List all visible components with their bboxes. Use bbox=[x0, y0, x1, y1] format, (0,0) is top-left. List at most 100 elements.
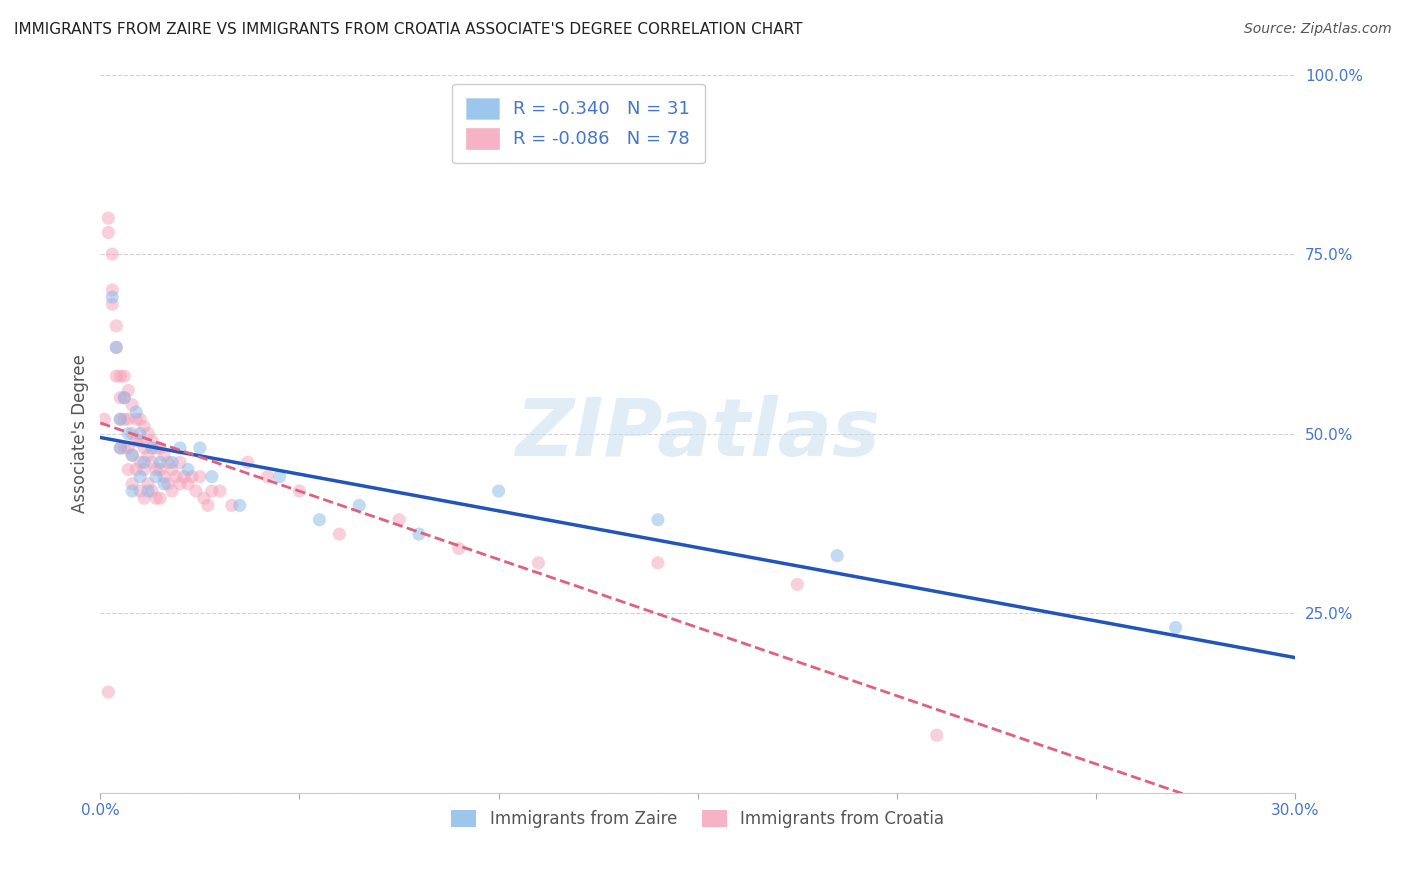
Point bbox=[141, 483, 163, 498]
Point bbox=[141, 441, 163, 455]
Point bbox=[121, 448, 143, 462]
Point bbox=[208, 483, 231, 498]
Point bbox=[136, 448, 159, 462]
Point bbox=[149, 441, 172, 455]
Point bbox=[117, 462, 139, 476]
Point bbox=[181, 469, 204, 483]
Point bbox=[193, 491, 215, 506]
Point bbox=[97, 226, 120, 240]
Point bbox=[925, 728, 948, 742]
Point bbox=[101, 297, 124, 311]
Point bbox=[160, 462, 183, 476]
Point bbox=[188, 441, 211, 455]
Point bbox=[129, 434, 152, 448]
Text: IMMIGRANTS FROM ZAIRE VS IMMIGRANTS FROM CROATIA ASSOCIATE'S DEGREE CORRELATION : IMMIGRANTS FROM ZAIRE VS IMMIGRANTS FROM… bbox=[14, 22, 803, 37]
Point bbox=[125, 412, 148, 426]
Point bbox=[125, 462, 148, 476]
Point bbox=[825, 549, 848, 563]
Point bbox=[153, 448, 176, 462]
Point bbox=[527, 556, 550, 570]
Point bbox=[169, 441, 191, 455]
Point bbox=[169, 476, 191, 491]
Point bbox=[129, 426, 152, 441]
Point bbox=[125, 434, 148, 448]
Point bbox=[105, 318, 128, 333]
Point bbox=[136, 476, 159, 491]
Point bbox=[786, 577, 808, 591]
Point bbox=[129, 412, 152, 426]
Point bbox=[165, 469, 187, 483]
Point bbox=[134, 441, 156, 455]
Point bbox=[105, 369, 128, 384]
Point bbox=[112, 412, 135, 426]
Point bbox=[101, 283, 124, 297]
Point bbox=[153, 476, 176, 491]
Point bbox=[1164, 620, 1187, 634]
Point bbox=[408, 527, 430, 541]
Point bbox=[110, 391, 132, 405]
Point bbox=[125, 405, 148, 419]
Point bbox=[110, 441, 132, 455]
Legend: Immigrants from Zaire, Immigrants from Croatia: Immigrants from Zaire, Immigrants from C… bbox=[444, 803, 950, 835]
Point bbox=[236, 455, 259, 469]
Point bbox=[229, 499, 252, 513]
Point bbox=[647, 556, 669, 570]
Point bbox=[328, 527, 350, 541]
Point bbox=[117, 384, 139, 398]
Point bbox=[121, 426, 143, 441]
Point bbox=[647, 513, 669, 527]
Point bbox=[141, 434, 163, 448]
Point bbox=[160, 455, 183, 469]
Point bbox=[117, 441, 139, 455]
Point bbox=[121, 483, 143, 498]
Point bbox=[110, 441, 132, 455]
Point bbox=[145, 441, 167, 455]
Point bbox=[121, 398, 143, 412]
Point bbox=[145, 469, 167, 483]
Point bbox=[129, 455, 152, 469]
Point bbox=[136, 426, 159, 441]
Point bbox=[288, 483, 311, 498]
Point bbox=[129, 469, 152, 483]
Point bbox=[201, 483, 224, 498]
Y-axis label: Associate's Degree: Associate's Degree bbox=[72, 354, 89, 513]
Point bbox=[160, 483, 183, 498]
Point bbox=[269, 469, 291, 483]
Point bbox=[97, 685, 120, 699]
Point bbox=[134, 462, 156, 476]
Point bbox=[134, 491, 156, 506]
Point bbox=[112, 441, 135, 455]
Point bbox=[101, 247, 124, 261]
Point bbox=[149, 491, 172, 506]
Point bbox=[121, 448, 143, 462]
Point bbox=[184, 483, 207, 498]
Point bbox=[110, 412, 132, 426]
Point bbox=[117, 426, 139, 441]
Point bbox=[110, 369, 132, 384]
Point bbox=[347, 499, 370, 513]
Point bbox=[201, 469, 224, 483]
Text: Source: ZipAtlas.com: Source: ZipAtlas.com bbox=[1244, 22, 1392, 37]
Point bbox=[149, 455, 172, 469]
Point bbox=[221, 499, 243, 513]
Point bbox=[169, 455, 191, 469]
Point bbox=[105, 340, 128, 354]
Point bbox=[447, 541, 470, 556]
Point bbox=[177, 476, 200, 491]
Point bbox=[388, 513, 411, 527]
Point bbox=[121, 476, 143, 491]
Point bbox=[141, 455, 163, 469]
Point bbox=[136, 483, 159, 498]
Point bbox=[101, 290, 124, 304]
Text: ZIPatlas: ZIPatlas bbox=[515, 394, 880, 473]
Point bbox=[93, 412, 115, 426]
Point bbox=[308, 513, 330, 527]
Point bbox=[256, 469, 278, 483]
Point bbox=[488, 483, 510, 498]
Point bbox=[157, 476, 180, 491]
Point bbox=[129, 483, 152, 498]
Point bbox=[134, 419, 156, 434]
Point bbox=[177, 462, 200, 476]
Point bbox=[157, 455, 180, 469]
Point bbox=[153, 469, 176, 483]
